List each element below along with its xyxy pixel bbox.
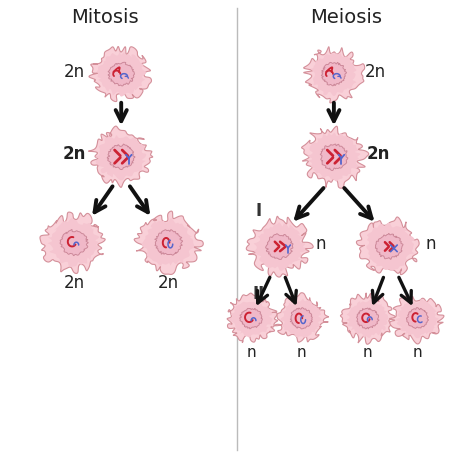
PathPatch shape bbox=[40, 212, 105, 273]
PathPatch shape bbox=[310, 53, 356, 96]
Text: n: n bbox=[413, 345, 422, 360]
PathPatch shape bbox=[390, 296, 444, 344]
PathPatch shape bbox=[375, 234, 403, 259]
PathPatch shape bbox=[301, 126, 369, 188]
PathPatch shape bbox=[108, 62, 135, 86]
PathPatch shape bbox=[346, 299, 388, 338]
PathPatch shape bbox=[246, 216, 313, 277]
PathPatch shape bbox=[240, 309, 262, 329]
PathPatch shape bbox=[320, 144, 348, 171]
PathPatch shape bbox=[89, 46, 152, 101]
Text: 2n: 2n bbox=[64, 274, 84, 292]
Text: 2n: 2n bbox=[158, 274, 179, 292]
PathPatch shape bbox=[307, 133, 360, 181]
PathPatch shape bbox=[406, 308, 428, 328]
PathPatch shape bbox=[321, 63, 346, 86]
PathPatch shape bbox=[274, 293, 328, 342]
Text: II: II bbox=[252, 285, 264, 303]
PathPatch shape bbox=[60, 229, 88, 255]
PathPatch shape bbox=[356, 308, 379, 329]
PathPatch shape bbox=[230, 302, 273, 337]
PathPatch shape bbox=[396, 299, 439, 338]
PathPatch shape bbox=[290, 308, 312, 329]
PathPatch shape bbox=[340, 293, 395, 344]
PathPatch shape bbox=[265, 234, 293, 259]
Text: Meiosis: Meiosis bbox=[310, 8, 382, 27]
Text: Mitosis: Mitosis bbox=[71, 8, 138, 27]
Text: 2n: 2n bbox=[62, 146, 86, 164]
PathPatch shape bbox=[227, 293, 278, 343]
Text: I: I bbox=[255, 202, 261, 220]
PathPatch shape bbox=[97, 52, 146, 97]
PathPatch shape bbox=[356, 217, 419, 274]
PathPatch shape bbox=[304, 47, 365, 103]
Text: 2n: 2n bbox=[367, 146, 391, 164]
Text: n: n bbox=[426, 235, 436, 253]
Text: 2n: 2n bbox=[365, 63, 386, 81]
PathPatch shape bbox=[366, 223, 414, 271]
PathPatch shape bbox=[89, 126, 153, 187]
PathPatch shape bbox=[280, 299, 322, 337]
Text: n: n bbox=[296, 345, 306, 360]
Text: 2n: 2n bbox=[64, 63, 84, 81]
Text: n: n bbox=[363, 345, 372, 360]
PathPatch shape bbox=[134, 211, 203, 274]
PathPatch shape bbox=[95, 135, 146, 180]
Text: n: n bbox=[246, 345, 256, 360]
PathPatch shape bbox=[107, 144, 135, 170]
PathPatch shape bbox=[48, 218, 99, 267]
PathPatch shape bbox=[254, 222, 306, 271]
Text: n: n bbox=[316, 235, 327, 253]
PathPatch shape bbox=[142, 218, 194, 265]
PathPatch shape bbox=[155, 230, 182, 255]
